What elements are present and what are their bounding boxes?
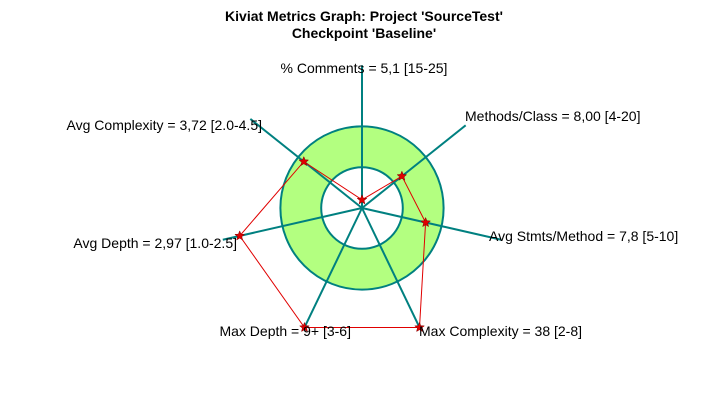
- metric-marker-5: [299, 321, 310, 333]
- normal-range-band: [280, 126, 444, 290]
- axis-spoke-4: [361, 207, 421, 328]
- axis-spoke-3: [361, 207, 502, 241]
- chart-title: Kiviat Metrics Graph: Project 'SourceTes…: [225, 8, 503, 24]
- metric-polygon: [239, 160, 427, 328]
- metric-marker-6: [234, 230, 246, 241]
- axis-label-7: Avg Complexity = 3,72 [2.0-4.5]: [67, 117, 262, 133]
- metric-marker-4: [414, 321, 425, 333]
- chart-subtitle: Checkpoint 'Baseline': [292, 25, 436, 41]
- axis-spoke-6: [222, 207, 363, 241]
- metric-marker-3: [420, 216, 432, 228]
- axis-spoke-2: [361, 124, 467, 209]
- axis-label-4: Max Complexity = 38 [2-8]: [419, 323, 582, 339]
- axis-label-3: Avg Stmts/Method = 7,8 [5-10]: [489, 228, 678, 244]
- metric-marker-2: [396, 170, 408, 181]
- axis-label-6: Avg Depth = 2,97 [1.0-2.5]: [73, 235, 237, 251]
- axis-label-2: Methods/Class = 8,00 [4-20]: [465, 108, 641, 124]
- metric-marker-1: [356, 194, 368, 205]
- axis-spoke-5: [303, 207, 363, 328]
- plot-area: % Comments = 5,1 [15-25] Methods/Class = …: [67, 60, 679, 339]
- axis-label-5: Max Depth = 9+ [3-6]: [219, 323, 351, 339]
- metric-marker-7: [298, 155, 310, 167]
- axis-label-1: % Comments = 5,1 [15-25]: [281, 60, 448, 76]
